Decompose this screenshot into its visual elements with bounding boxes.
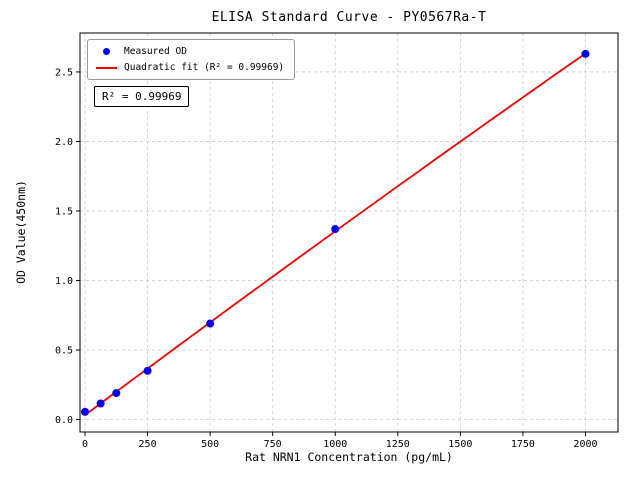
legend-item-quadratic-fit: Quadratic fit (R² = 0.99969) (96, 62, 284, 73)
svg-text:500: 500 (201, 439, 219, 450)
svg-text:2.0: 2.0 (55, 137, 73, 148)
svg-text:0: 0 (82, 439, 88, 450)
svg-text:750: 750 (264, 439, 282, 450)
scatter-marker-icon (103, 48, 110, 55)
svg-text:1500: 1500 (448, 439, 472, 450)
legend: Measured OD Quadratic fit (R² = 0.99969) (87, 39, 296, 80)
svg-text:1000: 1000 (323, 439, 347, 450)
svg-text:1750: 1750 (511, 439, 535, 450)
y-axis-label: OD Value(450nm) (14, 180, 28, 284)
svg-text:0.0: 0.0 (55, 415, 73, 426)
svg-text:2.5: 2.5 (55, 67, 73, 78)
svg-text:1250: 1250 (386, 439, 410, 450)
x-axis-label: Rat NRN1 Concentration (pg/mL) (245, 450, 453, 464)
svg-text:0.5: 0.5 (55, 345, 73, 356)
line-marker-icon (96, 66, 117, 69)
svg-text:1.0: 1.0 (55, 276, 73, 287)
r-squared-annotation: R² = 0.99969 (94, 86, 190, 107)
svg-text:1.5: 1.5 (55, 206, 73, 217)
legend-label-quadratic-fit: Quadratic fit (R² = 0.99969) (124, 62, 285, 73)
svg-text:2000: 2000 (573, 439, 597, 450)
svg-text:250: 250 (139, 439, 157, 450)
legend-item-measured-od: Measured OD (96, 46, 284, 57)
legend-label-measured-od: Measured OD (124, 46, 187, 57)
chart-title: ELISA Standard Curve - PY0567Ra-T (211, 10, 487, 25)
